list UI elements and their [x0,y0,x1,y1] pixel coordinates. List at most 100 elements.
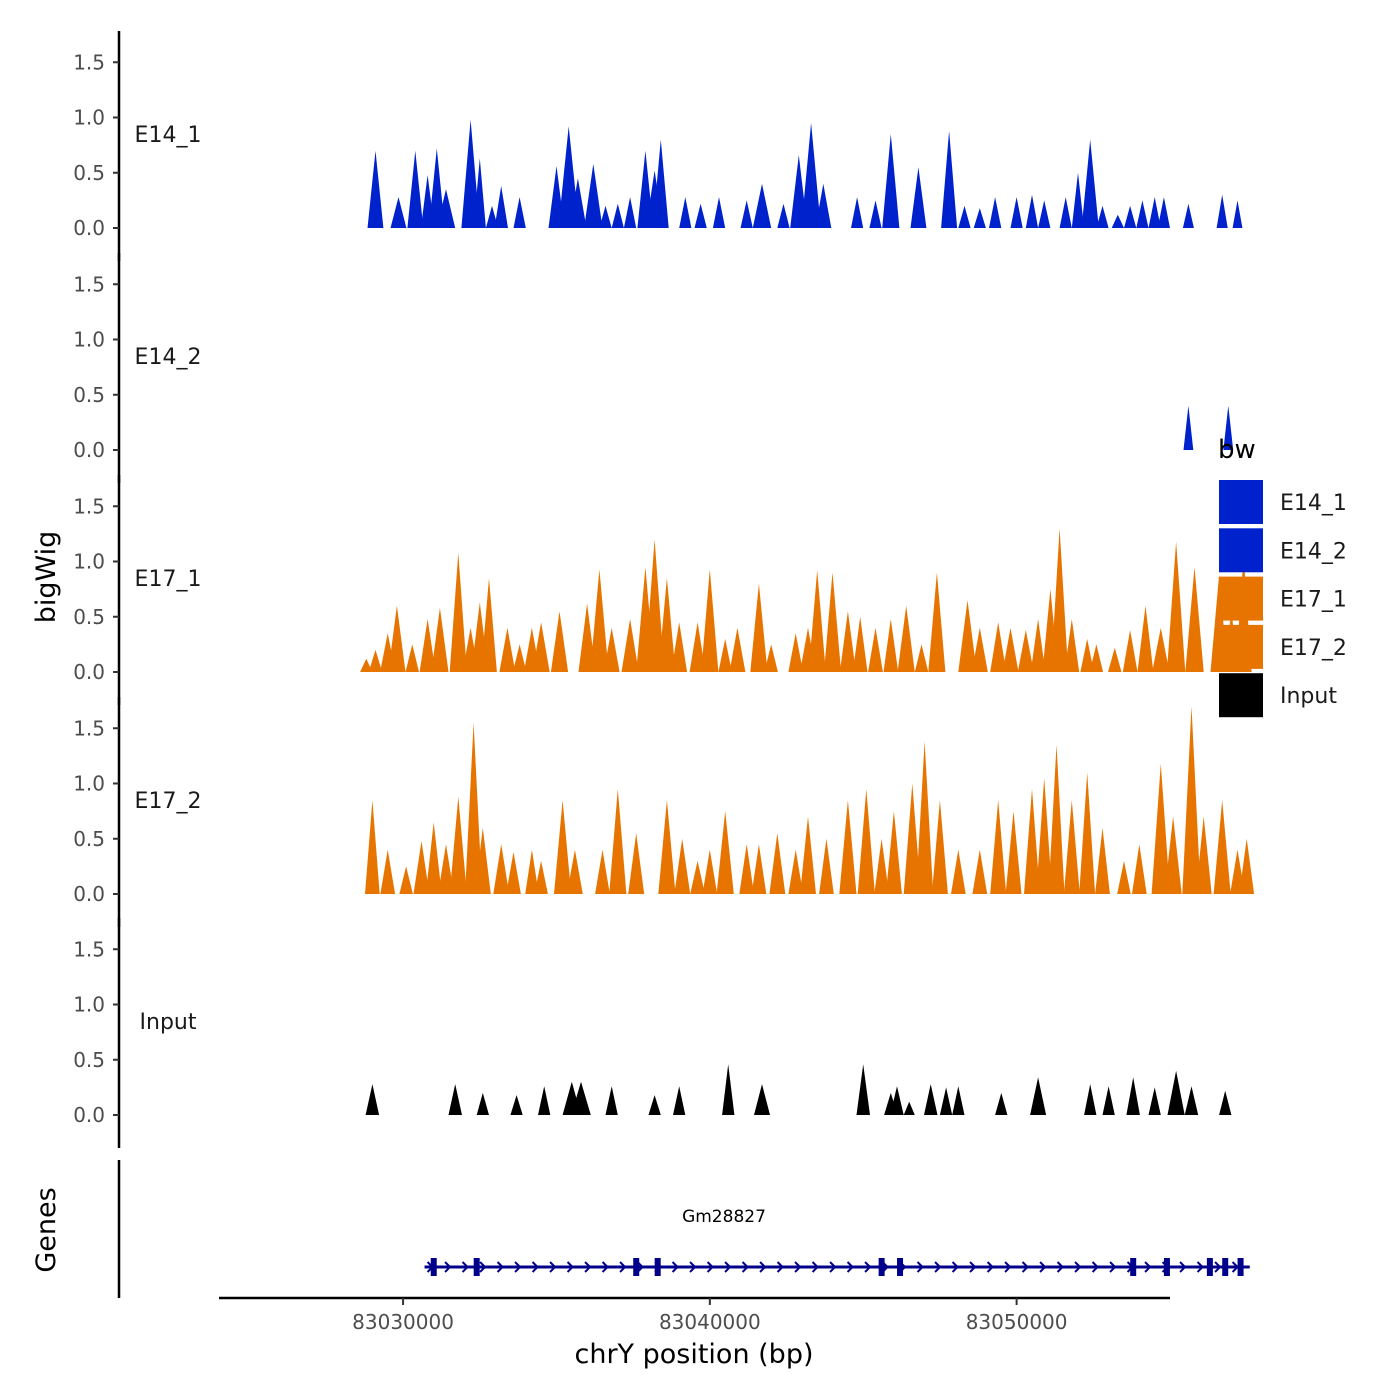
signal-peak [590,569,609,672]
strand-arrow [1021,1261,1029,1273]
signal-peak [532,622,550,672]
gene-exon [633,1258,640,1276]
signal-peak [413,841,430,894]
strand-arrow [689,1261,697,1273]
signal-peak [1166,541,1186,672]
signal-peak [839,800,857,894]
legend-swatch [1219,528,1263,573]
signal-peak [1051,528,1069,672]
signal-peak [1219,1090,1232,1115]
signal-peak [941,130,958,228]
y-tick-label: 1.0 [73,993,105,1017]
signal-peak [939,1087,953,1115]
signal-peak [1157,197,1170,228]
track-label: E14_1 [135,123,202,148]
signal-peak [621,619,639,672]
signal-peak [951,849,966,894]
strand-arrow [479,1261,487,1273]
gene-panel: Gm28827 [117,1160,1250,1298]
signal-peak [436,189,456,228]
strand-arrow [514,1261,522,1273]
legend-swatch [1219,624,1263,669]
y-tick-label: 1.5 [73,272,105,296]
signal-peak [534,860,548,894]
signal-peak [856,1064,870,1115]
signal-peak [716,811,734,894]
signal-peak [449,552,467,672]
signal-peak [1079,772,1096,894]
track-input: 0.0 0.5 1.0 1.5 Input [73,918,1232,1148]
signal-peak [769,833,786,894]
signal-peak [449,796,467,894]
y-tick-label: 0.5 [73,605,105,629]
strand-arrow [811,1261,819,1273]
signal-peak [1002,627,1019,672]
signal-peak [506,852,521,894]
gene-exon [1222,1258,1229,1276]
signal-peak [971,627,988,672]
signal-peak [882,134,900,228]
gene-exon [430,1258,437,1276]
strand-arrow [951,1261,959,1273]
signal-peak [973,208,986,228]
track-label: E14_2 [135,345,202,370]
track-label: E17_1 [135,567,202,592]
y-tick-label: 1.0 [73,550,105,574]
y-tick-label: 0.5 [73,383,105,407]
signal-peak [1148,197,1161,228]
signal-peak [694,203,707,228]
signal-peak [722,1064,735,1115]
signal-peak [1038,200,1051,228]
gene-name-label: Gm28827 [682,1207,766,1227]
signal-peak [885,811,902,894]
signal-peak [499,627,516,672]
signal-peak [931,800,948,894]
signal-peak [1108,647,1122,672]
strand-arrow [864,1261,872,1273]
strand-arrow [619,1261,627,1273]
legend-swatch [1219,576,1263,621]
signal-peak [1081,139,1099,228]
signal-peak [368,649,383,672]
y-tick-label: 0.5 [73,161,105,185]
signal-peak [754,1084,770,1115]
y-tick-label: 1.5 [73,494,105,518]
strand-arrow [1144,1261,1152,1273]
signal-peak [808,570,826,672]
signal-peak [701,569,719,672]
signal-peak [740,200,753,228]
y-tick-label: 1.0 [73,772,105,796]
signal-peak [952,1086,965,1115]
signal-peak [903,1101,915,1115]
signal-peak [1151,763,1170,894]
strand-arrow [601,1261,609,1273]
strand-arrow [724,1261,732,1273]
signal-peak [824,572,842,672]
signal-peak [788,849,804,894]
signal-peak [365,800,380,894]
signal-peak [764,644,778,672]
signal-peak [1195,816,1212,894]
signal-peak [1095,827,1110,894]
strand-arrow [531,1261,539,1273]
signal-peak [571,1081,591,1115]
signal-peak [910,167,927,228]
signal-peak [473,158,486,228]
signal-peak [1111,214,1124,228]
signal-peak [360,658,373,672]
x-tick-label: 83040000 [659,1310,761,1334]
track-label: Input [140,1010,197,1035]
signal-peak [611,203,624,228]
strand-arrow [1179,1261,1187,1273]
x-axis-title: chrY position (bp) [574,1339,813,1370]
track-e14-1: 0.0 0.5 1.0 1.5 E14_1 [73,31,1243,261]
signal-peak [494,186,508,228]
signal-peak [958,600,977,672]
signal-peak [1080,638,1094,672]
signal-peak [671,622,688,672]
genes-axis-title: Genes [31,1187,62,1272]
signal-peak [648,1095,661,1115]
signal-peak [972,849,988,894]
signal-peak [1064,619,1080,672]
strand-arrow [794,1261,802,1273]
